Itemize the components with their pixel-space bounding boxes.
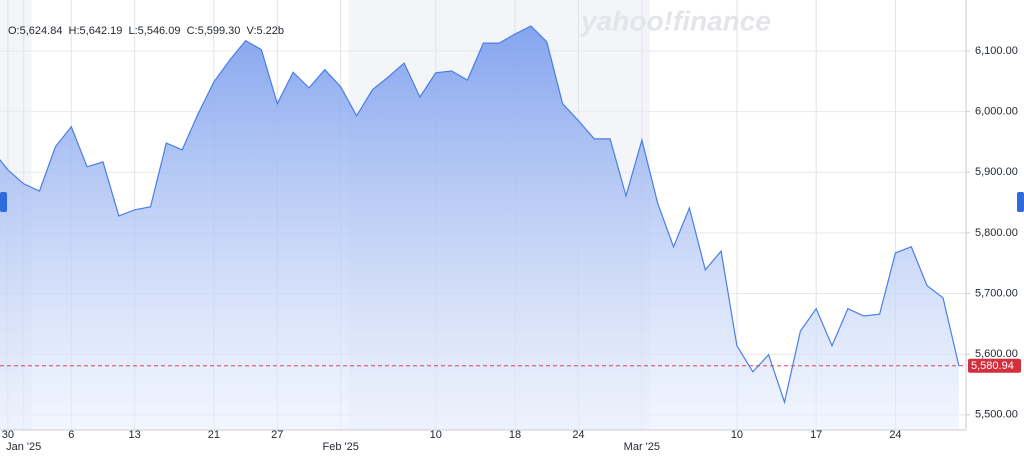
x-tick-label: 24 — [572, 429, 584, 441]
y-tick-label: 5,800.00 — [975, 227, 1018, 239]
x-tick-label: 30 — [2, 429, 14, 441]
ohlc-readout: O:5,624.84 H:5,642.19 L:5,546.09 C:5,599… — [8, 25, 284, 37]
x-tick-label: 24 — [889, 429, 901, 441]
x-tick-label: 21 — [208, 429, 220, 441]
y-tick-label: 5,900.00 — [975, 166, 1018, 178]
x-tick-label: 17 — [810, 429, 822, 441]
x-tick-label: 18 — [509, 429, 521, 441]
last-price-label: 5,580.94 — [971, 360, 1014, 372]
right-handle[interactable] — [1017, 192, 1024, 212]
y-tick-label: 6,000.00 — [975, 106, 1018, 118]
x-tick-label: 10 — [731, 429, 743, 441]
y-tick-label: 5,600.00 — [975, 348, 1018, 360]
last-price-tag — [968, 358, 1021, 373]
x-tick-label: 6 — [68, 429, 74, 441]
price-area — [0, 26, 959, 430]
y-tick-label: 5,500.00 — [975, 409, 1018, 421]
x-month-label: Mar '25 — [624, 441, 660, 453]
x-month-label: Jan '25 — [6, 441, 41, 453]
x-tick-label: 13 — [129, 429, 141, 441]
y-tick-label: 5,700.00 — [975, 287, 1018, 299]
y-tick-label: 6,100.00 — [975, 45, 1018, 57]
watermark: yahoo!finance — [579, 5, 771, 36]
x-tick-label: 10 — [430, 429, 442, 441]
left-handle[interactable] — [0, 192, 7, 212]
price-line — [0, 25, 960, 405]
x-tick-label: 27 — [271, 429, 283, 441]
x-month-label: Feb '25 — [323, 441, 359, 453]
